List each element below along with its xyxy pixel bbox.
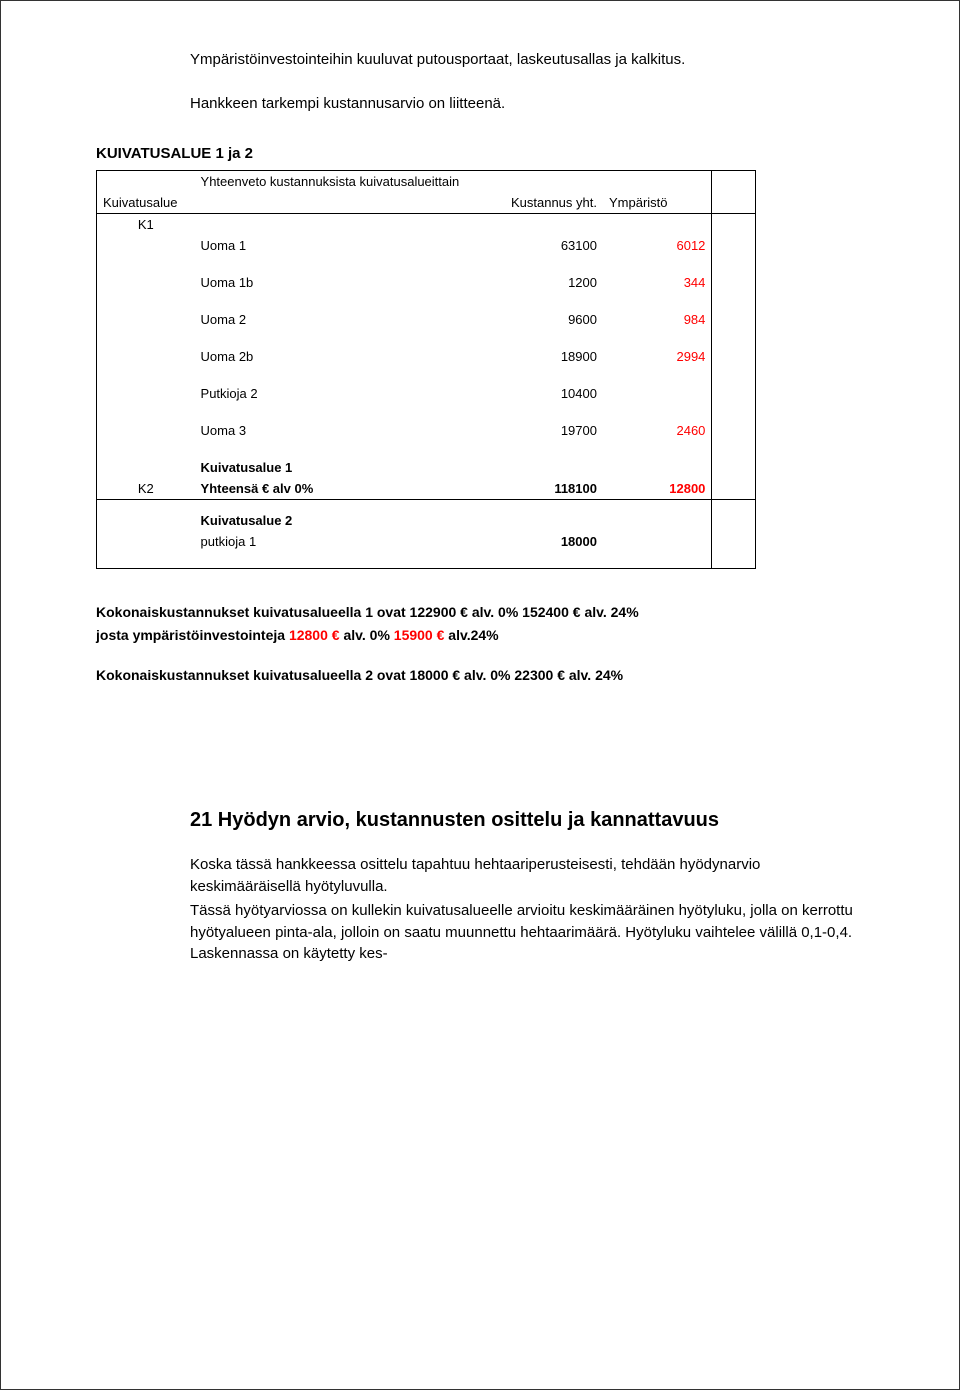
table-header-area: Kuivatusalue [97,192,195,214]
k2-total-cost: 18000 [478,531,603,552]
cell-env: 984 [603,309,712,330]
cell-label: Uoma 2 [195,309,478,330]
table-row: Uoma 2 9600 984 [97,309,756,330]
cell-cost: 9600 [478,309,603,330]
table-row: Uoma 1 63100 6012 [97,235,756,256]
cell-env: 2994 [603,346,712,367]
cell-cost: 63100 [478,235,603,256]
document-page: Ympäristöinvestointeihin kuuluvat putous… [0,0,960,1390]
cell-label: Uoma 3 [195,420,478,441]
table-row: K2 Yhteensä € alv 0% 118100 12800 [97,478,756,500]
cell-label: Uoma 1 [195,235,478,256]
summary-1b-mid: alv. 0% [340,627,394,643]
section-21: 21 Hyödyn arvio, kustannusten osittelu j… [190,809,864,965]
k1-label: K1 [97,213,195,235]
table-header-merge: Yhteenveto kustannuksista kuivatusalueit… [195,170,712,192]
cost-table-wrap: Yhteenveto kustannuksista kuivatusalueit… [96,170,756,569]
cell-label: Uoma 2b [195,346,478,367]
cell-env [603,383,712,404]
summary-1b-v1: 12800 € [289,627,340,643]
summary-line-1b: josta ympäristöinvestointeja 12800 € alv… [96,626,864,646]
intro-p1: Ympäristöinvestointeihin kuuluvat putous… [190,49,864,71]
k2-total-label1: Kuivatusalue 2 [195,510,478,531]
table-header-env: Ympäristö [603,192,712,214]
k1-total-label2: Yhteensä € alv 0% [195,478,478,500]
k2-total-label2: putkioja 1 [195,531,478,552]
section-21-p2: Tässä hyötyarviossa on kullekin kuivatus… [190,900,864,965]
cell-cost: 1200 [478,272,603,293]
intro-block: Ympäristöinvestointeihin kuuluvat putous… [190,49,864,115]
table-row: Kuivatusalue 2 [97,510,756,531]
table-row: Uoma 2b 18900 2994 [97,346,756,367]
k2-label: K2 [97,478,195,500]
cell-cost: 10400 [478,383,603,404]
table-row: putkioja 1 18000 [97,531,756,552]
cost-table: Yhteenveto kustannuksista kuivatusalueit… [96,170,756,569]
summary-1b-v2: 15900 € [394,627,445,643]
table-row: Putkioja 2 10400 [97,383,756,404]
cell-cost: 18900 [478,346,603,367]
k1-total-label1: Kuivatusalue 1 [195,457,478,478]
table-row: Uoma 1b 1200 344 [97,272,756,293]
table-row: Kuivatusalue 1 [97,457,756,478]
summary-line-1a: Kokonaiskustannukset kuivatusalueella 1 … [96,603,864,623]
table-header-costs: Kustannus yht. [478,192,603,214]
summary-1b-prefix: josta ympäristöinvestointeja [96,627,289,643]
table-row: K1 [97,213,756,235]
k1-total-cost: 118100 [478,478,603,500]
table-row: Yhteenveto kustannuksista kuivatusalueit… [97,170,756,192]
section-21-title: 21 Hyödyn arvio, kustannusten osittelu j… [190,809,864,832]
cell-label: Putkioja 2 [195,383,478,404]
summary-line-2: Kokonaiskustannukset kuivatusalueella 2 … [96,666,864,686]
cell-env: 344 [603,272,712,293]
cell-label: Uoma 1b [195,272,478,293]
summary-1b-suffix: alv.24% [444,627,498,643]
cell-cost: 19700 [478,420,603,441]
k1-total-env: 12800 [603,478,712,500]
table-row: Kuivatusalue Kustannus yht. Ympäristö [97,192,756,214]
section-header-kuivatusalue: KUIVATUSALUE 1 ja 2 [96,145,864,162]
section-21-p1: Koska tässä hankkeessa osittelu tapahtuu… [190,854,864,898]
table-row: Uoma 3 19700 2460 [97,420,756,441]
intro-p2: Hankkeen tarkempi kustannusarvio on liit… [190,93,864,115]
cell-env: 6012 [603,235,712,256]
cell-env: 2460 [603,420,712,441]
